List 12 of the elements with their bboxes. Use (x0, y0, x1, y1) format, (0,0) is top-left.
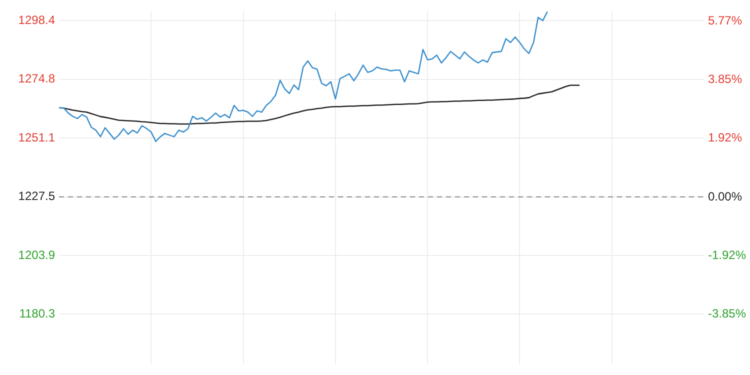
y2-tick-label: -3.85% (708, 306, 746, 321)
y-tick-label: 1274.8 (18, 72, 56, 86)
y-tick-label: 1203.9 (18, 248, 56, 262)
y-tick-label: 1180.3 (19, 306, 56, 320)
y-tick-label: 1298.4 (18, 12, 56, 27)
y2-tick-label: 1.92% (708, 130, 742, 145)
y-tick-label: 1251.1 (18, 130, 56, 144)
y2-tick-label: -1.92% (708, 248, 746, 262)
y2-tick-label: 0.00% (708, 189, 742, 204)
y-tick-label: 1227.5 (18, 189, 56, 204)
y2-tick-label: 3.85% (708, 72, 742, 86)
y2-tick-label: 5.77% (708, 13, 742, 28)
